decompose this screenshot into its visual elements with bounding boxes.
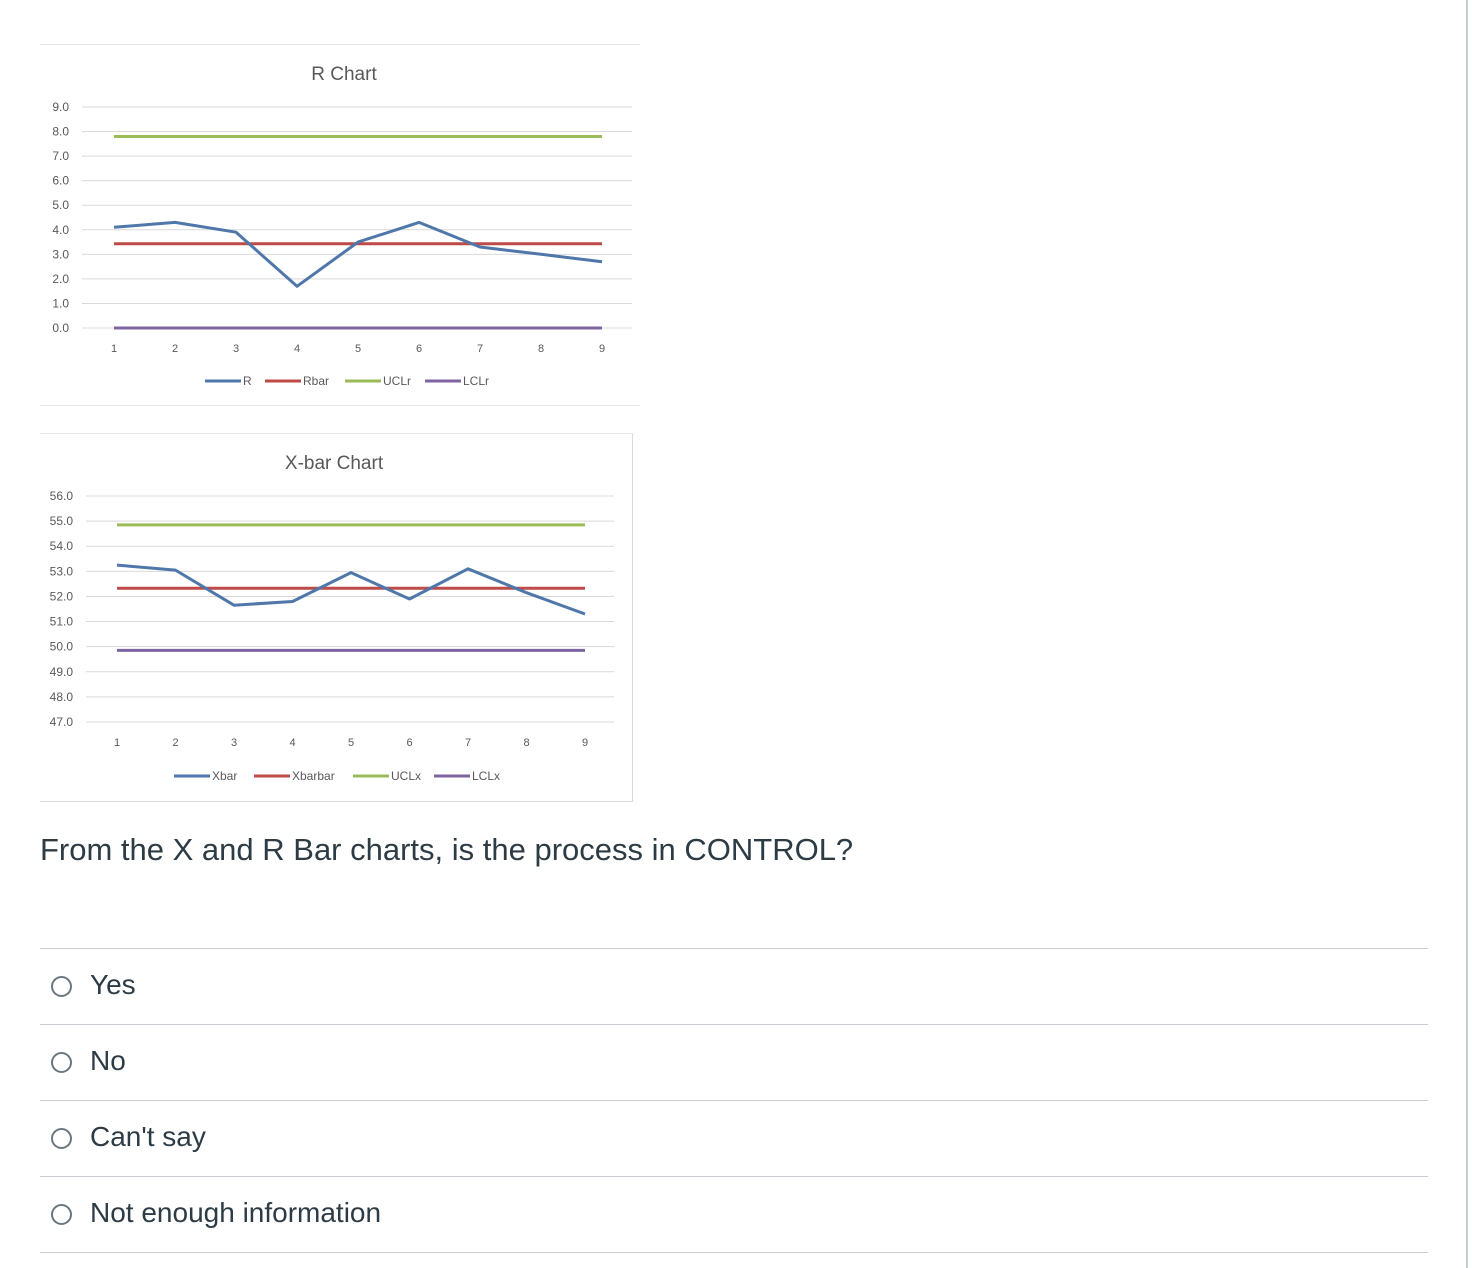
series-line-xbar bbox=[116, 563, 586, 616]
answer-list: Yes No Can't say Not enough information bbox=[40, 948, 1428, 1253]
legend-label: UCLr bbox=[383, 374, 411, 388]
xbar-chart: X-bar Chart 56.0 55.0 54.0 53.0 52.0 51.0 50.0 4… bbox=[40, 433, 633, 802]
answer-option-not-enough-info[interactable]: Not enough information bbox=[40, 1177, 1428, 1253]
chart-title: X-bar Chart bbox=[285, 453, 384, 474]
y-tick-label: 6.0 bbox=[52, 174, 69, 188]
question-text: From the X and R Bar charts, is the proc… bbox=[40, 832, 854, 867]
x-tick-label: 4 bbox=[294, 343, 300, 355]
x-tick-label: 9 bbox=[582, 737, 588, 749]
y-tick-label: 48.0 bbox=[50, 690, 74, 704]
legend-label: Xbar bbox=[212, 769, 237, 783]
series-line-r bbox=[113, 220, 603, 288]
x-tick-label: 6 bbox=[416, 343, 422, 355]
y-tick-label: 1.0 bbox=[52, 296, 69, 310]
x-tick-label: 6 bbox=[406, 737, 412, 749]
radio-button[interactable] bbox=[51, 1052, 72, 1073]
x-tick-label: 8 bbox=[538, 343, 544, 355]
answer-label: Can't say bbox=[90, 1121, 206, 1152]
chart-title: R Chart bbox=[311, 64, 377, 85]
xbar-chart-svg: X-bar Chart 56.0 55.0 54.0 53.0 52.0 51.0 50.0 4… bbox=[50, 453, 614, 783]
y-tick-label: 8.0 bbox=[52, 125, 69, 139]
y-tick-label: 55.0 bbox=[50, 514, 74, 528]
x-tick-label: 3 bbox=[231, 737, 237, 749]
answer-option-yes[interactable]: Yes bbox=[40, 949, 1428, 1025]
legend-label: Xbarbar bbox=[292, 769, 335, 783]
y-tick-label: 0.0 bbox=[52, 321, 69, 335]
x-tick-label: 9 bbox=[599, 343, 605, 355]
legend-label: Rbar bbox=[303, 374, 329, 388]
y-tick-label: 54.0 bbox=[50, 539, 74, 553]
x-tick-label: 8 bbox=[523, 737, 529, 749]
page-right-border bbox=[1466, 0, 1468, 1268]
r-chart-svg: R Chart 9.0 8.0 7.0 6.0 5.0 4.0 3.0 2.0 1.0 0.0 1 2 3… bbox=[52, 64, 632, 388]
x-tick-label: 7 bbox=[477, 343, 483, 355]
x-tick-label: 5 bbox=[348, 737, 354, 749]
r-chart: R Chart 9.0 8.0 7.0 6.0 5.0 4.0 3.0 2.0 1.0 0.0 1 2 3… bbox=[40, 44, 640, 406]
x-tick-label: 2 bbox=[172, 737, 178, 749]
y-tick-label: 53.0 bbox=[50, 564, 74, 578]
y-tick-label: 7.0 bbox=[52, 149, 69, 163]
y-tick-label: 49.0 bbox=[50, 665, 74, 679]
x-tick-label: 2 bbox=[172, 343, 178, 355]
radio-button[interactable] bbox=[51, 976, 72, 997]
y-tick-label: 4.0 bbox=[52, 223, 69, 237]
x-tick-label: 5 bbox=[355, 343, 361, 355]
y-tick-label: 50.0 bbox=[50, 640, 74, 654]
y-tick-label: 56.0 bbox=[50, 489, 74, 503]
y-tick-label: 51.0 bbox=[50, 615, 74, 629]
legend-label: LCLr bbox=[463, 374, 489, 388]
x-tick-label: 3 bbox=[233, 343, 239, 355]
y-tick-label: 47.0 bbox=[50, 715, 74, 729]
y-tick-label: 52.0 bbox=[50, 589, 74, 603]
y-tick-label: 3.0 bbox=[52, 247, 69, 261]
x-tick-label: 1 bbox=[114, 737, 120, 749]
answer-label: Not enough information bbox=[90, 1197, 382, 1228]
legend-label: LCLx bbox=[472, 769, 500, 783]
radio-button[interactable] bbox=[51, 1128, 72, 1149]
x-tick-label: 4 bbox=[289, 737, 295, 749]
legend-label: R bbox=[243, 374, 252, 388]
answer-label: No bbox=[90, 1045, 126, 1076]
answer-label: Yes bbox=[90, 969, 136, 1000]
x-tick-label: 1 bbox=[111, 343, 117, 355]
answer-option-no[interactable]: No bbox=[40, 1025, 1428, 1101]
x-tick-label: 7 bbox=[465, 737, 471, 749]
y-tick-label: 9.0 bbox=[52, 100, 69, 114]
y-tick-label: 5.0 bbox=[52, 198, 69, 212]
radio-button[interactable] bbox=[51, 1204, 72, 1225]
answer-option-cant-say[interactable]: Can't say bbox=[40, 1101, 1428, 1177]
legend-label: UCLx bbox=[391, 769, 421, 783]
y-tick-label: 2.0 bbox=[52, 272, 69, 286]
